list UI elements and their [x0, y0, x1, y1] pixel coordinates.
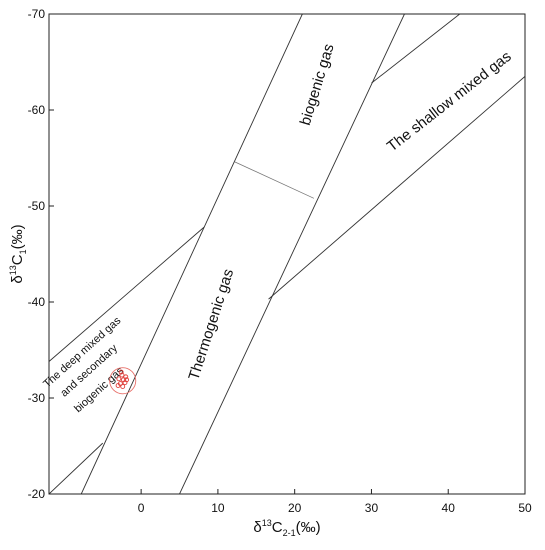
sample-cluster-outline	[109, 367, 137, 395]
region-label: The shallow mixed gas	[384, 48, 515, 155]
x-tick-label: 20	[288, 501, 302, 515]
boundary-shallow-upper	[371, 14, 461, 84]
data-point	[124, 377, 129, 383]
y-axis-title: δ13C1(‰)	[8, 224, 28, 283]
boundary-deep-upper	[49, 226, 205, 362]
x-axis-title: δ13C2-1(‰)	[253, 518, 320, 538]
region-label: Thermogenic gas	[185, 267, 237, 382]
y-tick-label: -50	[28, 199, 46, 213]
x-tick-label: 50	[518, 501, 532, 515]
x-tick-label: 30	[365, 501, 379, 515]
data-point	[116, 376, 122, 382]
region-boundaries	[49, 14, 525, 494]
data-point	[123, 374, 129, 380]
boundary-biogenic-base	[234, 161, 315, 199]
y-tick-label: -70	[28, 7, 46, 21]
boundary-thermo-right	[179, 14, 405, 494]
boundary-deep-lower	[49, 442, 104, 494]
data-point	[115, 383, 121, 388]
y-tick-label: -40	[28, 295, 46, 309]
y-tick-label: -20	[28, 487, 46, 501]
x-axis-ticks: 0 10 20 30 40 50	[138, 489, 532, 515]
data-point	[118, 369, 124, 375]
boundary-shallow-lower	[268, 76, 525, 300]
data-point	[120, 384, 126, 389]
region-label: biogenic gas	[297, 42, 338, 128]
y-tick-label: -30	[28, 391, 46, 405]
data-points	[109, 367, 137, 395]
y-axis-ticks: -20 -30 -40 -50 -60 -70	[28, 7, 54, 501]
plot-frame	[48, 13, 526, 495]
boundary-thermo-left	[80, 14, 303, 494]
x-tick-label: 40	[442, 501, 456, 515]
y-tick-label: -60	[28, 103, 46, 117]
x-tick-label: 0	[138, 501, 145, 515]
data-point	[119, 372, 125, 378]
region-labels: biogenic gas The shallow mixed gas Thermog…	[41, 42, 514, 415]
x-tick-label: 10	[211, 501, 225, 515]
